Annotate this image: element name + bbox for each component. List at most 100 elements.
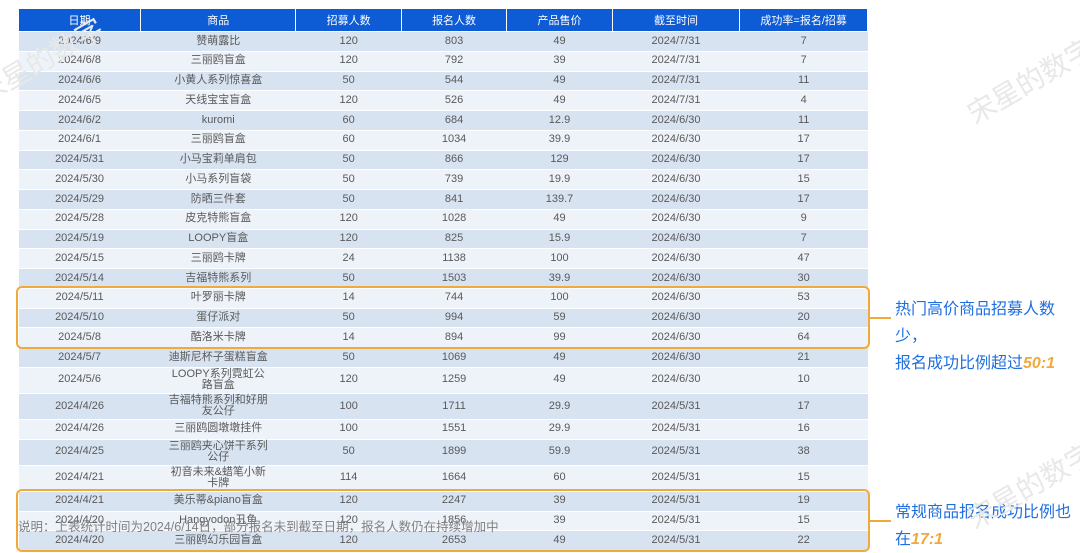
cell-signup: 684 (401, 111, 506, 131)
cell-product: 三丽鸥夹心饼干系列公仔 (141, 439, 296, 465)
table-row: 2024/6/1三丽鸥盲盒60103439.92024/6/3017 (19, 130, 868, 150)
cell-recruit: 100 (296, 393, 401, 419)
cell-date: 2024/5/31 (19, 150, 141, 170)
cell-date: 2024/5/15 (19, 249, 141, 269)
cell-recruit: 120 (296, 491, 401, 511)
cell-deadline: 2024/5/31 (612, 531, 740, 551)
table-row: 2024/5/6LOOPY系列霓虹公路盲盒1201259492024/6/301… (19, 367, 868, 393)
cell-signup: 1034 (401, 130, 506, 150)
col-product: 商品 (141, 9, 296, 32)
table-row: 2024/4/25三丽鸥夹心饼干系列公仔50189959.92024/5/313… (19, 439, 868, 465)
cell-recruit: 50 (296, 308, 401, 328)
cell-deadline: 2024/6/30 (612, 328, 740, 348)
cell-product: 小马系列盲袋 (141, 170, 296, 190)
cell-rate: 4 (740, 91, 868, 111)
annotation-ratio: 17:1 (911, 531, 943, 548)
cell-rate: 16 (740, 419, 868, 439)
cell-rate: 19 (740, 491, 868, 511)
cell-price: 60 (507, 465, 612, 491)
cell-rate: 9 (740, 209, 868, 229)
cell-price: 49 (507, 209, 612, 229)
cell-rate: 20 (740, 308, 868, 328)
cell-rate: 7 (740, 32, 868, 52)
cell-product: 三丽鸥卡牌 (141, 249, 296, 269)
cell-product: 赞萌露比 (141, 32, 296, 52)
cell-signup: 1069 (401, 348, 506, 368)
cell-rate: 17 (740, 130, 868, 150)
cell-recruit: 114 (296, 465, 401, 491)
cell-rate: 17 (740, 190, 868, 210)
cell-rate: 47 (740, 249, 868, 269)
cell-product: 天线宝宝盲盒 (141, 91, 296, 111)
table-row: 2024/5/7迪斯尼杯子蛋糕盲盒501069492024/6/3021 (19, 348, 868, 368)
col-date: 日期 (19, 9, 141, 32)
cell-rate: 15 (740, 170, 868, 190)
annotation-connector-top (870, 317, 891, 319)
cell-product: 皮克特熊盲盒 (141, 209, 296, 229)
cell-product: 小黄人系列惊喜盒 (141, 71, 296, 91)
cell-recruit: 50 (296, 348, 401, 368)
cell-deadline: 2024/7/31 (612, 91, 740, 111)
cell-price: 39.9 (507, 269, 612, 289)
table-row: 2024/4/21初音未来&蜡笔小新卡牌1141664602024/5/3115 (19, 465, 868, 491)
cell-price: 59 (507, 308, 612, 328)
cell-rate: 22 (740, 531, 868, 551)
cell-date: 2024/4/25 (19, 439, 141, 465)
table-row: 2024/6/2kuromi6068412.92024/6/3011 (19, 111, 868, 131)
cell-date: 2024/5/6 (19, 367, 141, 393)
cell-recruit: 120 (296, 209, 401, 229)
cell-date: 2024/4/26 (19, 393, 141, 419)
cell-date: 2024/6/8 (19, 51, 141, 71)
table-row: 2024/5/10蛋仔派对50994592024/6/3020 (19, 308, 868, 328)
table-row: 2024/5/31小马宝莉单肩包508661292024/6/3017 (19, 150, 868, 170)
cell-signup: 1028 (401, 209, 506, 229)
cell-price: 49 (507, 367, 612, 393)
cell-signup: 825 (401, 229, 506, 249)
cell-deadline: 2024/7/31 (612, 51, 740, 71)
cell-signup: 792 (401, 51, 506, 71)
cell-deadline: 2024/6/30 (612, 111, 740, 131)
cell-deadline: 2024/5/31 (612, 393, 740, 419)
cell-deadline: 2024/6/30 (612, 209, 740, 229)
col-signup: 报名人数 (401, 9, 506, 32)
cell-product: kuromi (141, 111, 296, 131)
cell-signup: 1664 (401, 465, 506, 491)
cell-deadline: 2024/6/30 (612, 130, 740, 150)
cell-price: 49 (507, 71, 612, 91)
cell-recruit: 50 (296, 269, 401, 289)
table-row: 2024/5/8酷洛米卡牌14894992024/6/3064 (19, 328, 868, 348)
cell-deadline: 2024/6/30 (612, 367, 740, 393)
cell-product: 酷洛米卡牌 (141, 328, 296, 348)
table-row: 2024/5/14吉福特熊系列50150339.92024/6/3030 (19, 269, 868, 289)
cell-deadline: 2024/6/30 (612, 190, 740, 210)
table-row: 2024/4/26三丽鸥圆墩墩挂件100155129.92024/5/3116 (19, 419, 868, 439)
cell-signup: 2247 (401, 491, 506, 511)
cell-date: 2024/6/6 (19, 71, 141, 91)
cell-signup: 1503 (401, 269, 506, 289)
cell-date: 2024/6/2 (19, 111, 141, 131)
cell-price: 129 (507, 150, 612, 170)
cell-price: 15.9 (507, 229, 612, 249)
cell-recruit: 60 (296, 111, 401, 131)
table-row: 2024/6/6小黄人系列惊喜盒50544492024/7/3111 (19, 71, 868, 91)
cell-deadline: 2024/6/30 (612, 288, 740, 308)
cell-price: 39 (507, 491, 612, 511)
cell-rate: 30 (740, 269, 868, 289)
annotation-connector-bottom (870, 520, 891, 522)
table-header-row: 日期 商品 招募人数 报名人数 产品售价 截至时间 成功率=报名/招募 (19, 9, 868, 32)
cell-signup: 1899 (401, 439, 506, 465)
cell-rate: 15 (740, 511, 868, 531)
cell-product: 叶罗丽卡牌 (141, 288, 296, 308)
cell-rate: 10 (740, 367, 868, 393)
cell-date: 2024/5/29 (19, 190, 141, 210)
cell-date: 2024/5/19 (19, 229, 141, 249)
cell-price: 99 (507, 328, 612, 348)
annotation-text: 常规商品报名成功比例也 (895, 504, 1071, 521)
data-table-wrap: 日期 商品 招募人数 报名人数 产品售价 截至时间 成功率=报名/招募 2024… (18, 8, 868, 551)
cell-date: 2024/5/30 (19, 170, 141, 190)
cell-price: 29.9 (507, 393, 612, 419)
cell-deadline: 2024/6/30 (612, 150, 740, 170)
cell-recruit: 14 (296, 328, 401, 348)
cell-recruit: 50 (296, 150, 401, 170)
cell-product: 防晒三件套 (141, 190, 296, 210)
